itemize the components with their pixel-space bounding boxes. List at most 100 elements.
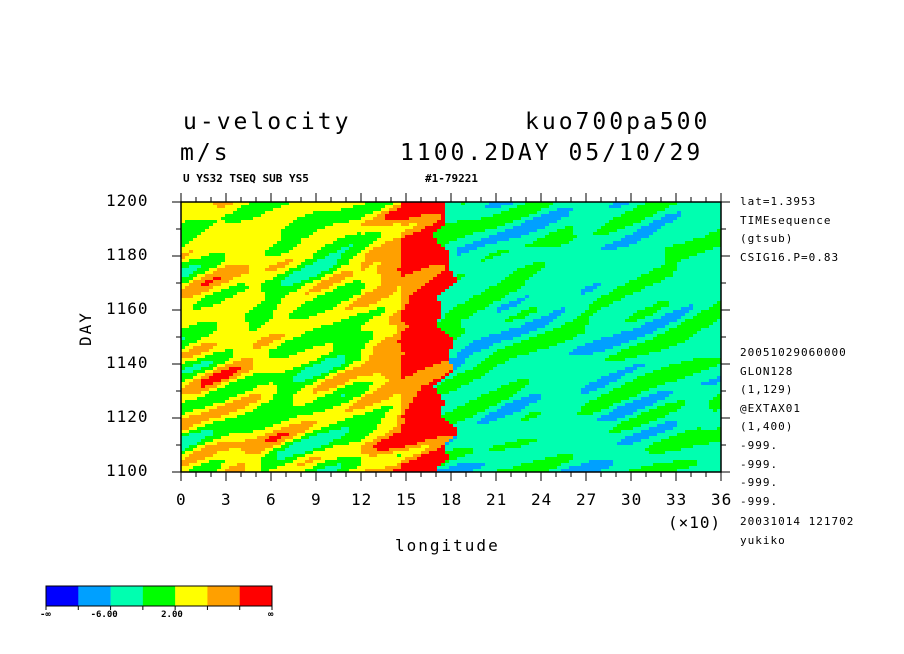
- heatmap-cell: [633, 223, 638, 227]
- heatmap-cell: [181, 241, 186, 245]
- heatmap-cell: [357, 289, 362, 293]
- heatmap-cell: [297, 217, 302, 221]
- heatmap-cell: [485, 235, 490, 239]
- heatmap-cell: [313, 295, 318, 299]
- heatmap-cell: [229, 247, 234, 251]
- heatmap-cell: [593, 217, 598, 221]
- heatmap-cell: [241, 232, 246, 236]
- heatmap-cell: [489, 238, 494, 242]
- heatmap-cell: [201, 298, 206, 302]
- heatmap-cell: [625, 250, 630, 254]
- heatmap-cell: [709, 208, 714, 212]
- heatmap-cell: [705, 244, 710, 248]
- heatmap-cell: [389, 310, 394, 314]
- heatmap-cell: [477, 238, 482, 242]
- heatmap-cell: [521, 238, 526, 242]
- heatmap-cell: [569, 226, 574, 230]
- heatmap-cell: [217, 301, 222, 305]
- heatmap-cell: [717, 277, 722, 281]
- heatmap-cell: [517, 250, 522, 254]
- heatmap-cell: [357, 310, 362, 314]
- heatmap-cell: [345, 307, 350, 311]
- heatmap-cell: [525, 277, 530, 281]
- heatmap-cell: [597, 229, 602, 233]
- heatmap-cell: [249, 265, 254, 269]
- heatmap-cell: [273, 238, 278, 242]
- heatmap-cell: [229, 217, 234, 221]
- heatmap-cell: [525, 250, 530, 254]
- heatmap-cell: [625, 271, 630, 275]
- heatmap-cell: [313, 274, 318, 278]
- heatmap-cell: [321, 271, 326, 275]
- heatmap-cell: [565, 274, 570, 278]
- heatmap-cell: [341, 289, 346, 293]
- heatmap-cell: [697, 289, 702, 293]
- heatmap-cell: [689, 307, 694, 311]
- heatmap-cell: [297, 301, 302, 305]
- heatmap-cell: [401, 286, 406, 290]
- heatmap-cell: [253, 226, 258, 230]
- heatmap-cell: [425, 238, 430, 242]
- heatmap-cell: [421, 208, 426, 212]
- heatmap-cell: [533, 280, 538, 284]
- heatmap-cell: [497, 304, 502, 308]
- heatmap-cell: [425, 220, 430, 224]
- heatmap-cell: [233, 238, 238, 242]
- heatmap-cell: [537, 301, 542, 305]
- heatmap-cell: [581, 247, 586, 251]
- heatmap-cell: [505, 235, 510, 239]
- heatmap-cell: [333, 208, 338, 212]
- heatmap-cell: [277, 226, 282, 230]
- heatmap-cell: [457, 220, 462, 224]
- heatmap-cell: [333, 229, 338, 233]
- heatmap-cell: [653, 286, 658, 290]
- heatmap-cell: [681, 295, 686, 299]
- heatmap-cell: [261, 247, 266, 251]
- heatmap-cell: [405, 301, 410, 305]
- heatmap-cell: [717, 295, 722, 299]
- heatmap-cell: [521, 208, 526, 212]
- heatmap-cell: [217, 205, 222, 209]
- heatmap-cell: [573, 304, 578, 308]
- heatmap-cell: [701, 310, 706, 314]
- heatmap-cell: [321, 286, 326, 290]
- heatmap-cell: [521, 292, 526, 296]
- heatmap-cell: [413, 292, 418, 296]
- heatmap-cell: [289, 205, 294, 209]
- heatmap-cell: [637, 235, 642, 239]
- heatmap-cell: [561, 226, 566, 230]
- heatmap-cell: [257, 235, 262, 239]
- heatmap-cell: [225, 253, 230, 257]
- heatmap-cell: [585, 250, 590, 254]
- heatmap-cell: [245, 268, 250, 272]
- heatmap-cell: [453, 238, 458, 242]
- heatmap-cell: [605, 220, 610, 224]
- heatmap-cell: [537, 229, 542, 233]
- heatmap-cell: [665, 298, 670, 302]
- heatmap-cell: [661, 214, 666, 218]
- heatmap-cell: [709, 244, 714, 248]
- heatmap-cell: [425, 244, 430, 248]
- heatmap-cell: [369, 295, 374, 299]
- heatmap-cell: [229, 235, 234, 239]
- heatmap-cell: [329, 229, 334, 233]
- heatmap-cell: [393, 247, 398, 251]
- heatmap-cell: [585, 202, 590, 206]
- heatmap-cell: [409, 238, 414, 242]
- heatmap-cell: [409, 289, 414, 293]
- heatmap-cell: [325, 253, 330, 257]
- heatmap-cell: [193, 283, 198, 287]
- heatmap-cell: [521, 301, 526, 305]
- heatmap-cell: [277, 214, 282, 218]
- heatmap-cell: [389, 244, 394, 248]
- heatmap-cell: [717, 280, 722, 284]
- heatmap-cell: [593, 271, 598, 275]
- heatmap-cell: [337, 274, 342, 278]
- heatmap-cell: [669, 262, 674, 266]
- heatmap-cell: [409, 220, 414, 224]
- heatmap-cell: [557, 244, 562, 248]
- heatmap-cell: [397, 235, 402, 239]
- heatmap-cell: [337, 280, 342, 284]
- heatmap-cell: [537, 289, 542, 293]
- heatmap-cell: [645, 232, 650, 236]
